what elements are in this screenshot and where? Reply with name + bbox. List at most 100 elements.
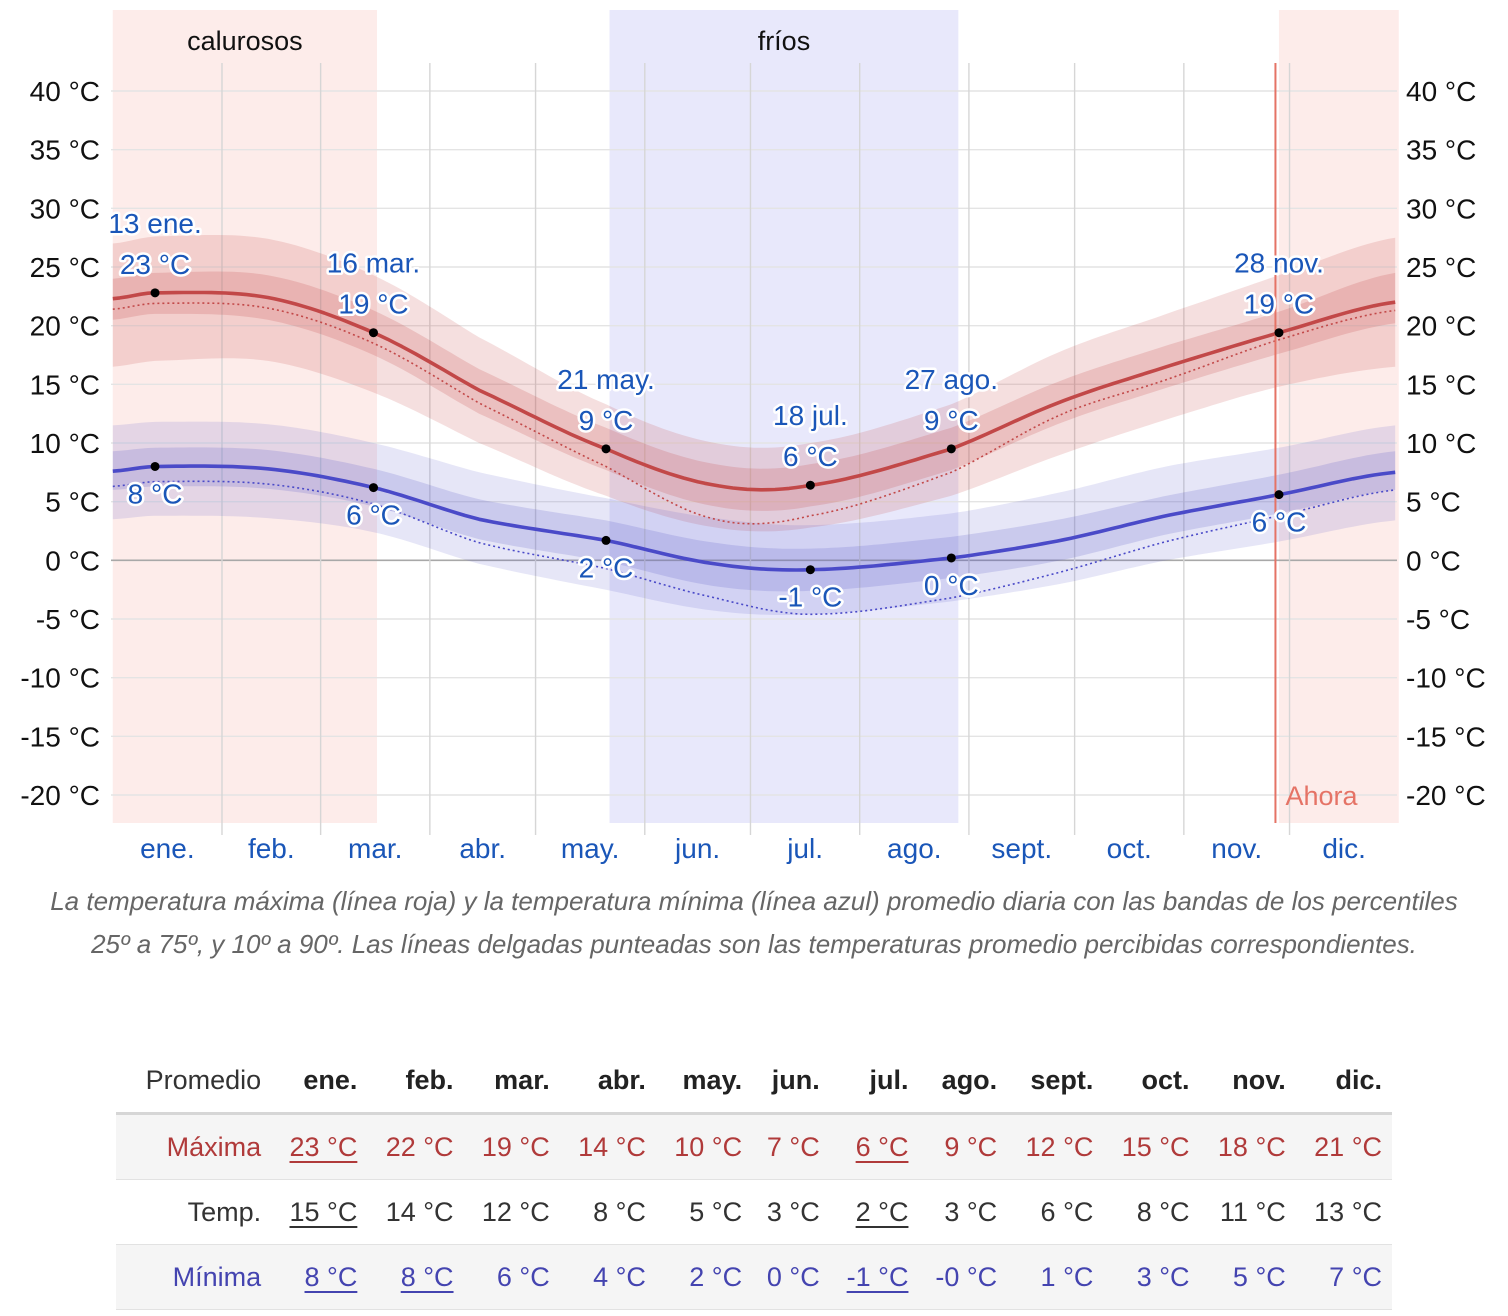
season-band [1278,10,1399,823]
table-header-row: Promedio ene. feb. mar. abr. may. jun. j… [116,1048,1392,1114]
table-row-maxima: Máxima 23 °C 22 °C 19 °C 14 °C 10 °C 7 °… [116,1113,1392,1180]
max-mean-line [112,290,1396,492]
table-cell[interactable]: 2 °C [855,1196,909,1227]
y-tick-label: -10 °C [20,663,100,694]
y-tick-label: 0 °C [45,545,100,576]
row-label-maxima: Máxima [166,1131,262,1162]
data-point-min [601,535,611,545]
min-feels-like-line [112,480,1396,616]
table-cell: 6 °C [496,1261,550,1292]
y-tick-label: 40 °C [30,76,100,107]
table-cell: 5 °C [689,1196,743,1227]
row-label-temp: Temp. [187,1196,262,1227]
annotation-temp: 23 °C [120,249,190,280]
y-tick-label: -20 °C [20,780,100,811]
temperature-chart: calurosos fríos 40 °C 40 °C 35 °C 35 °C 30 °C 3… [20,10,1486,864]
data-point-max [1274,328,1284,338]
season-label: fríos [758,26,811,56]
annotation-temp: 2 °C [579,552,634,583]
header-month: nov. [1232,1064,1286,1095]
y-tick-label: 35 °C [1406,135,1476,166]
min-band-25-75 [112,447,1396,592]
table-cell: 8 °C [1136,1196,1190,1227]
y-tick-label: -15 °C [1406,721,1486,752]
data-point-max [601,444,611,454]
chart-caption: La temperatura máxima (línea roja) y la … [50,886,1458,959]
table-cell: 8 °C [593,1196,646,1227]
table-corner-label: Promedio [145,1064,262,1095]
header-month: ene. [303,1064,358,1095]
table-cell[interactable]: 23 °C [289,1131,358,1162]
y-tick-label: -15 °C [20,721,100,752]
annotation-date: 27 ago. [905,364,998,395]
season-band [609,10,959,823]
data-point-min [946,553,956,563]
season-label: calurosos [187,26,303,56]
y-tick-label: 15 °C [30,369,100,400]
table-cell: -0 °C [935,1261,998,1292]
table-cell: 5 °C [1232,1261,1286,1292]
x-tick-label: dic. [1322,833,1366,864]
x-tick-label: oct. [1107,833,1152,864]
y-tick-label: 30 °C [1406,193,1476,224]
season-band [112,10,378,823]
annotation-temp: 6 °C [1252,507,1307,538]
header-month: may. [682,1064,743,1095]
now-label: Ahora [1285,781,1358,811]
annotation-temp: 0 °C [924,570,979,601]
table-cell[interactable]: 8 °C [400,1261,454,1292]
x-tick-label: feb. [248,833,295,864]
x-tick-label: mar. [348,833,402,864]
x-tick-label: ago. [887,833,942,864]
header-month: dic. [1335,1064,1382,1095]
annotation-date: 18 jul. [773,400,848,431]
header-month: sept. [1030,1064,1094,1095]
header-month: jun. [771,1064,820,1095]
data-point-min [805,565,815,575]
header-month: jul. [869,1064,909,1095]
table-cell: 3 °C [944,1196,998,1227]
annotation-temp: 9 °C [924,405,979,436]
y-tick-label: 10 °C [1406,428,1476,459]
data-point-min [368,483,378,493]
monthly-summary-table: Promedio ene. feb. mar. abr. may. jun. j… [116,1048,1392,1310]
data-point-max [805,480,815,490]
table-cell[interactable]: 15 °C [289,1196,358,1227]
table-cell: 0 °C [766,1261,820,1292]
header-month: mar. [494,1064,550,1095]
x-tick-label: jul. [786,833,823,864]
annotation-date: 28 nov. [1234,248,1324,279]
y-tick-label: 25 °C [30,252,100,283]
table-cell: 14 °C [385,1196,454,1227]
table-cell[interactable]: -1 °C [846,1261,909,1292]
y-tick-label: -20 °C [1406,780,1486,811]
table-cell: 11 °C [1219,1196,1286,1227]
table-cell: 12 °C [481,1196,550,1227]
table-cell: 13 °C [1314,1196,1382,1227]
annotation-temp: 19 °C [1244,289,1314,320]
y-tick-label: 5 °C [45,487,100,518]
table-cell[interactable]: 6 °C [855,1131,909,1162]
x-tick-label: may. [561,833,620,864]
y-tick-label: 10 °C [30,428,100,459]
data-point-min [1274,490,1284,500]
min-band-10-90 [112,421,1396,615]
annotation-temp: 6 °C [783,441,838,472]
x-tick-label: jun. [674,833,720,864]
header-month: feb. [405,1064,454,1095]
table-cell: 18 °C [1217,1131,1286,1162]
x-tick-label: ene. [140,833,195,864]
table-cell: 3 °C [1136,1261,1190,1292]
table-cell: 10 °C [674,1131,743,1162]
table-cell: 22 °C [385,1131,454,1162]
data-point-max [946,444,956,454]
table-cell: 21 °C [1314,1131,1382,1162]
annotation-temp: 9 °C [579,405,634,436]
table-cell: 7 °C [766,1131,820,1162]
table-cell: 6 °C [1040,1196,1094,1227]
table-cell: 14 °C [578,1131,646,1162]
y-tick-label: 0 °C [1406,545,1461,576]
table-cell: 1 °C [1040,1261,1094,1292]
table-cell[interactable]: 8 °C [304,1261,358,1292]
annotation-temp: -1 °C [778,582,842,613]
